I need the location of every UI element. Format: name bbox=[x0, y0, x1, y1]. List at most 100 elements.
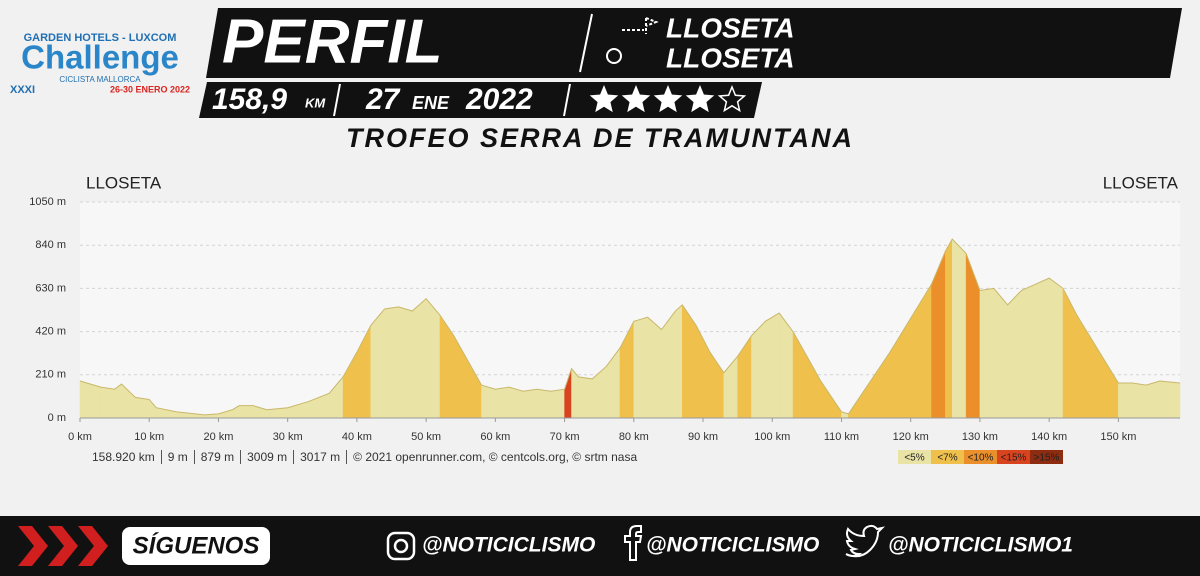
instagram-icon-lens bbox=[393, 538, 409, 554]
y-tick-label: 630 m bbox=[35, 282, 66, 294]
separator bbox=[579, 13, 593, 73]
y-tick-label: 0 m bbox=[48, 412, 66, 424]
profile-segment bbox=[1048, 277, 1064, 419]
facebook-icon bbox=[624, 525, 643, 561]
profile-segment bbox=[1007, 289, 1022, 419]
stat: 158.920 km bbox=[92, 450, 155, 464]
profile-segment bbox=[1145, 380, 1161, 419]
legend-swatch bbox=[898, 450, 931, 464]
profile-segment bbox=[384, 306, 399, 419]
legend-swatch bbox=[964, 450, 997, 464]
facebook-handle[interactable]: @NOTICICLISMO bbox=[646, 534, 819, 557]
legend-swatch bbox=[997, 450, 1030, 464]
profile-segment bbox=[633, 316, 648, 419]
profile-segment bbox=[979, 288, 995, 419]
profile: 0 m 210 m 420 m 630 m 840 m 1050 m 0 km 10 km 20… bbox=[29, 196, 1181, 443]
logo-name: Challenge bbox=[21, 39, 179, 76]
legend-label: <10% bbox=[968, 453, 994, 464]
start-name: LLOSETA bbox=[666, 12, 795, 43]
profile-segment bbox=[675, 304, 683, 419]
twitter-icon bbox=[845, 524, 886, 558]
x-tick-label: 100 km bbox=[754, 431, 790, 443]
star bbox=[685, 85, 715, 113]
separator bbox=[563, 83, 571, 117]
location-icon bbox=[606, 48, 622, 64]
x-tick-label: 70 km bbox=[550, 431, 580, 443]
logo-dates: 26-30 ENERO 2022 bbox=[110, 84, 190, 94]
x-tick-label: 0 km bbox=[68, 431, 92, 443]
start-label: LLOSETA bbox=[86, 173, 162, 192]
profile-segment bbox=[1035, 277, 1050, 419]
stats-line: 158.920 km 9 m 879 m 3009 m 3017 m © 2021 ope… bbox=[86, 450, 643, 464]
x-tick-label: 30 km bbox=[273, 431, 303, 443]
legend-swatch bbox=[931, 450, 964, 464]
profile-segment bbox=[425, 298, 441, 419]
logo-top: GARDEN HOTELS - LUXCOM bbox=[24, 32, 177, 44]
profile-segment bbox=[398, 306, 413, 419]
title: PERFIL bbox=[222, 7, 442, 76]
profile-segment bbox=[495, 386, 510, 419]
profile-segment bbox=[765, 312, 780, 419]
profile-segment bbox=[1021, 283, 1036, 419]
distance-unit: KM bbox=[305, 95, 326, 110]
profile-segment bbox=[114, 383, 122, 419]
profile-segment bbox=[100, 386, 115, 419]
profile-segment bbox=[1118, 382, 1133, 419]
follow-pill bbox=[122, 527, 270, 565]
info-banner bbox=[199, 82, 762, 118]
end-label: LLOSETA bbox=[1103, 173, 1179, 192]
profile-segment bbox=[135, 397, 150, 419]
profile-segment bbox=[945, 238, 953, 419]
x-tick-label: 80 km bbox=[619, 431, 649, 443]
x-tick-label: 120 km bbox=[893, 431, 929, 443]
profile-segment bbox=[550, 388, 565, 419]
date-day: 27 bbox=[365, 83, 401, 116]
y-tick-label: 840 m bbox=[35, 239, 66, 251]
x-tick-label: 50 km bbox=[411, 431, 441, 443]
x-tick-label: 150 km bbox=[1100, 431, 1136, 443]
star bbox=[589, 85, 619, 113]
stat: © 2021 openrunner.com, © centcols.org, ©… bbox=[346, 450, 643, 464]
date-year: 2022 bbox=[465, 83, 533, 116]
profile-segment bbox=[508, 386, 524, 419]
x-tick-label: 110 km bbox=[824, 431, 859, 443]
profile-segment bbox=[370, 308, 385, 419]
instagram-icon bbox=[386, 531, 416, 561]
x-tick-label: 40 km bbox=[342, 431, 372, 443]
x-tick-label: 140 km bbox=[1031, 431, 1067, 443]
finish-name: LLOSETA bbox=[666, 42, 795, 73]
twitter-handle[interactable]: @NOTICICLISMO1 bbox=[888, 534, 1073, 557]
profile-segment bbox=[412, 298, 427, 419]
y-tick-label: 420 m bbox=[35, 326, 66, 338]
profile-segment bbox=[238, 405, 254, 419]
legend-label: <5% bbox=[904, 453, 924, 464]
profile-segment bbox=[1159, 380, 1181, 419]
profile-segment bbox=[536, 388, 551, 419]
separator bbox=[333, 83, 341, 117]
stat: 3017 m bbox=[293, 450, 346, 464]
y-tick-label: 1050 m bbox=[29, 196, 66, 208]
logo-edition: XXXI bbox=[10, 84, 35, 96]
profile-line bbox=[79, 238, 1181, 416]
x-tick-label: 90 km bbox=[688, 431, 718, 443]
x-tick-label: 20 km bbox=[203, 431, 233, 443]
star bbox=[717, 85, 747, 113]
profile-segment bbox=[481, 384, 496, 419]
legend-label: <15% bbox=[1001, 453, 1027, 464]
logo-sub: CICLISTA MALLORCA bbox=[59, 75, 141, 84]
stage-name: TROFEO SERRA DE TRAMUNTANA bbox=[346, 123, 854, 153]
profile-segment bbox=[578, 376, 593, 419]
title-banner bbox=[206, 8, 1182, 78]
chevrons bbox=[18, 526, 108, 566]
x-tick-label: 60 km bbox=[480, 431, 510, 443]
route-icon bbox=[622, 17, 659, 34]
profile-segment bbox=[993, 287, 1008, 419]
instagram-handle[interactable]: @NOTICICLISMO bbox=[422, 534, 595, 557]
profile-segment bbox=[1131, 382, 1147, 419]
profile-segment bbox=[751, 320, 766, 419]
date-month: ENE bbox=[412, 93, 450, 113]
stat: 9 m bbox=[160, 450, 194, 464]
profile-segment bbox=[951, 238, 967, 419]
